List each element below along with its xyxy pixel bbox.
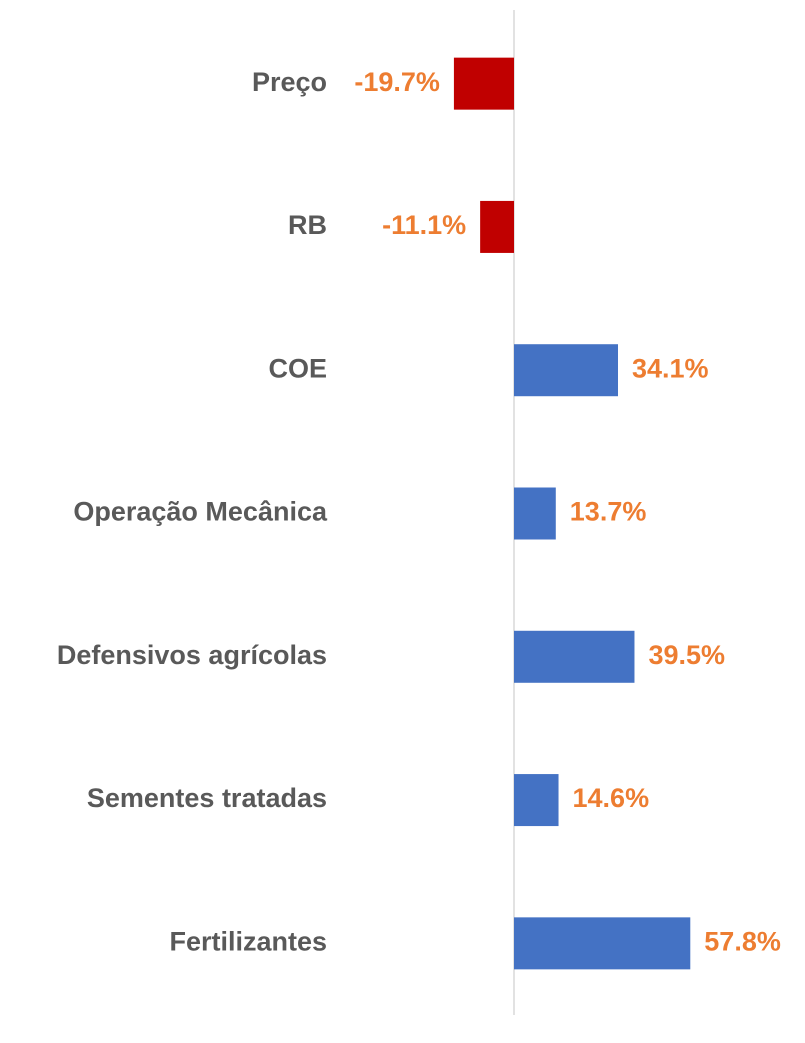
- category-label: Preço: [252, 67, 327, 97]
- data-label: -19.7%: [354, 67, 440, 97]
- bar: [514, 344, 619, 397]
- category-label: Defensivos agrícolas: [57, 640, 327, 670]
- category-label: Sementes tratadas: [87, 783, 327, 813]
- data-label: 34.1%: [632, 353, 709, 383]
- category-label: COE: [268, 353, 327, 383]
- category-label: RB: [288, 210, 327, 240]
- data-label: 57.8%: [704, 926, 781, 956]
- bar: [453, 57, 514, 110]
- bar: [514, 630, 635, 683]
- data-label: 14.6%: [573, 783, 650, 813]
- data-label: 39.5%: [648, 640, 725, 670]
- category-label: Operação Mecânica: [73, 497, 328, 527]
- data-label: -11.1%: [382, 210, 466, 240]
- bar: [514, 774, 559, 827]
- category-label: Fertilizantes: [169, 926, 327, 956]
- bar: [514, 487, 556, 540]
- bar: [514, 917, 691, 970]
- bar: [480, 200, 514, 253]
- data-label: 13.7%: [570, 497, 647, 527]
